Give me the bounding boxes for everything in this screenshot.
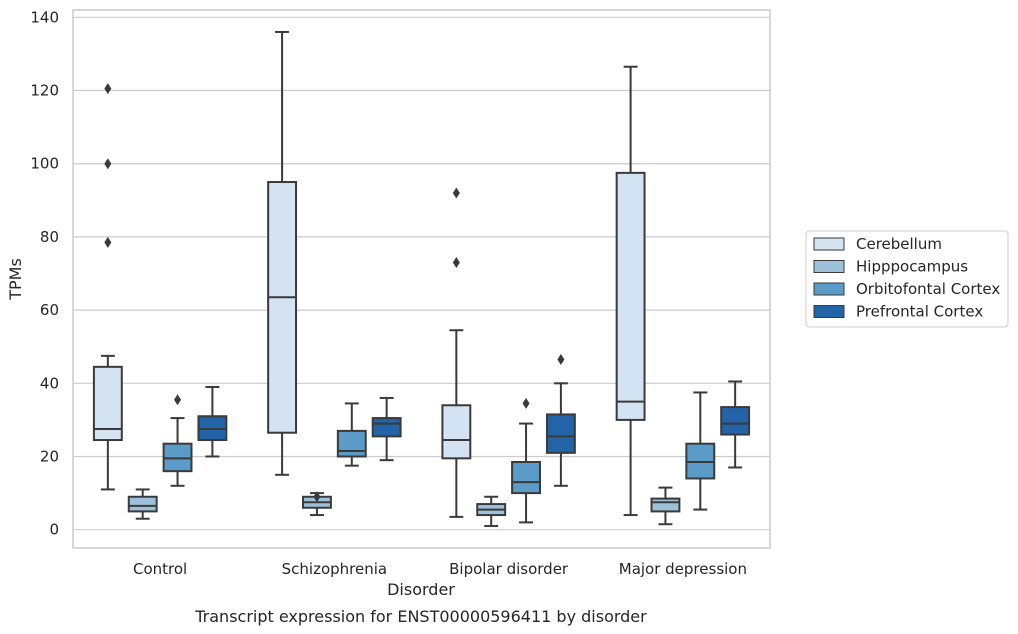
plot-area-border: [72, 9, 771, 549]
box-iqr: [336, 429, 367, 458]
box-hipppocampus: [476, 495, 507, 528]
legend-label: Cerebellum: [856, 235, 942, 253]
outlier-point: [452, 257, 460, 269]
x-axis-ticks: Control Schizophrenia Bipolar disorder Majo…: [133, 560, 747, 578]
y-axis-label: TPMs: [6, 258, 25, 301]
outlier-point: [174, 394, 182, 406]
box-orbitofontal-cortex: [336, 402, 367, 467]
box-cerebellum: [92, 83, 123, 491]
x-tick-label: Bipolar disorder: [449, 560, 569, 578]
legend-swatch: [813, 237, 845, 251]
x-axis-label: Disorder: [387, 580, 455, 599]
box-hipppocampus: [302, 491, 332, 517]
box-prefrontal-cortex: [197, 385, 228, 458]
box-iqr: [511, 460, 541, 495]
box-iqr: [441, 404, 472, 460]
outlier-point: [104, 83, 112, 95]
legend-label: Hipppocampus: [856, 258, 968, 276]
x-tick-label: Major depression: [619, 560, 747, 578]
box-hipppocampus: [650, 486, 681, 526]
outlier-point: [104, 236, 112, 248]
y-tick-label: 100: [30, 155, 59, 173]
y-tick-label: 140: [30, 8, 59, 26]
y-axis-ticks: 0 20 40 60 80 100 120 140: [30, 8, 59, 538]
box-prefrontal-cortex: [545, 354, 576, 487]
box-iqr: [92, 365, 123, 442]
box-iqr: [545, 413, 576, 454]
box-iqr: [371, 417, 402, 438]
outlier-point: [104, 158, 112, 170]
chart-caption: Transcript expression for ENST0000059641…: [194, 607, 647, 626]
box-orbitofontal-cortex: [685, 391, 716, 511]
box-cerebellum: [615, 65, 646, 517]
outlier-point: [522, 397, 530, 409]
y-tick-label: 120: [30, 82, 59, 100]
box-iqr: [650, 497, 681, 513]
legend-swatch: [813, 282, 845, 296]
outlier-point: [313, 491, 321, 503]
box-series: [92, 30, 751, 528]
y-tick-label: 40: [40, 374, 59, 392]
y-tick-label: 0: [49, 521, 59, 539]
box-iqr: [127, 495, 158, 513]
legend-entries: Cerebellum Hipppocampus Orbitofontal Corte…: [813, 235, 1000, 321]
box-iqr: [615, 171, 646, 421]
legend-label: Orbitofontal Cortex: [856, 280, 1000, 298]
y-tick-label: 60: [40, 301, 59, 319]
y-tick-label: 80: [40, 228, 59, 246]
outlier-point: [452, 187, 460, 199]
box-iqr: [720, 406, 751, 436]
legend: Cerebellum Hipppocampus Orbitofontal Corte…: [805, 230, 1009, 328]
box-cerebellum: [267, 30, 298, 476]
legend-label: Prefrontal Cortex: [856, 303, 983, 321]
x-tick-label: Schizophrenia: [282, 560, 387, 578]
box-iqr: [267, 181, 298, 434]
box-cerebellum: [441, 187, 472, 518]
legend-swatch: [813, 260, 845, 273]
box-orbitofontal-cortex: [511, 397, 541, 524]
outlier-point: [557, 354, 565, 366]
box-hipppocampus: [127, 488, 158, 520]
box-prefrontal-cortex: [720, 380, 751, 469]
y-tick-label: 20: [40, 448, 59, 466]
legend-frame: [805, 230, 1009, 328]
legend-swatch: [813, 305, 845, 318]
box-prefrontal-cortex: [371, 396, 402, 462]
box-orbitofontal-cortex: [162, 394, 193, 487]
x-tick-label: Control: [133, 560, 187, 578]
